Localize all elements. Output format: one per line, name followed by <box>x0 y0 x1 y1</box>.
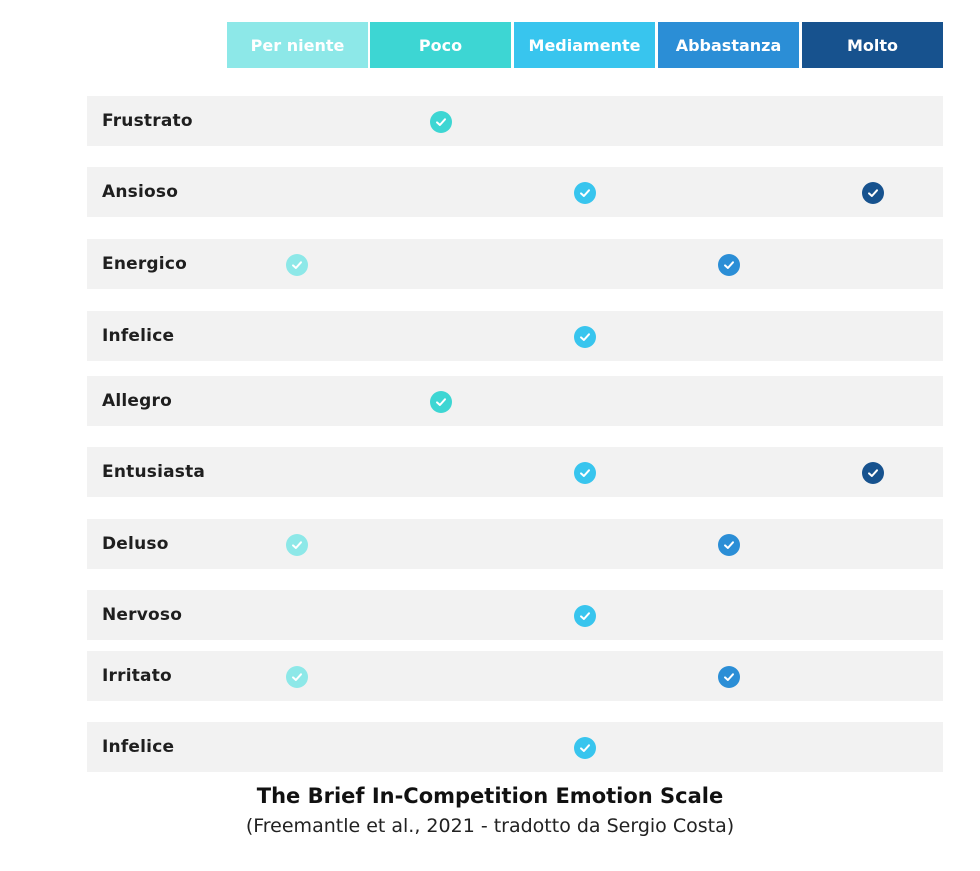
emotion-row: Energico <box>87 239 943 289</box>
header-molto: Molto <box>802 22 943 68</box>
scale-citation: (Freemantle et al., 2021 - tradotto da S… <box>245 815 735 837</box>
emotion-label: Energico <box>102 254 187 274</box>
check-icon <box>574 326 596 348</box>
emotion-row: Deluso <box>87 519 943 569</box>
emotion-label: Deluso <box>102 534 169 554</box>
check-icon <box>574 737 596 759</box>
check-icon <box>286 254 308 276</box>
check-icon <box>430 111 452 133</box>
emotion-label: Frustrato <box>102 111 193 131</box>
check-icon <box>718 534 740 556</box>
emotion-label: Ansioso <box>102 182 179 202</box>
header-per-niente: Per niente <box>227 22 368 68</box>
emotion-label: Irritato <box>102 666 172 686</box>
emotion-row: Entusiasta <box>87 447 943 497</box>
header-poco: Poco <box>370 22 511 68</box>
check-icon <box>286 666 308 688</box>
emotion-label: Infelice <box>102 737 175 757</box>
emotion-row: Allegro <box>87 376 943 426</box>
check-icon <box>286 534 308 556</box>
check-icon <box>862 462 884 484</box>
check-icon <box>574 182 596 204</box>
emotion-label: Entusiasta <box>102 462 206 482</box>
emotion-row: Infelice <box>87 722 943 772</box>
check-icon <box>718 666 740 688</box>
check-icon <box>430 391 452 413</box>
check-icon <box>718 254 740 276</box>
check-icon <box>574 462 596 484</box>
emotion-row: Nervoso <box>87 590 943 640</box>
emotion-label: Allegro <box>102 391 172 411</box>
header-abbastanza: Abbastanza <box>658 22 799 68</box>
check-icon <box>862 182 884 204</box>
emotion-row: Infelice <box>87 311 943 361</box>
header-mediamente: Mediamente <box>514 22 655 68</box>
emotion-row: Irritato <box>87 651 943 701</box>
emotion-label: Nervoso <box>102 605 183 625</box>
scale-title: The Brief In-Competition Emotion Scale <box>256 784 724 808</box>
emotion-label: Infelice <box>102 326 175 346</box>
check-icon <box>574 605 596 627</box>
emotion-row: Ansioso <box>87 167 943 217</box>
emotion-row: Frustrato <box>87 96 943 146</box>
